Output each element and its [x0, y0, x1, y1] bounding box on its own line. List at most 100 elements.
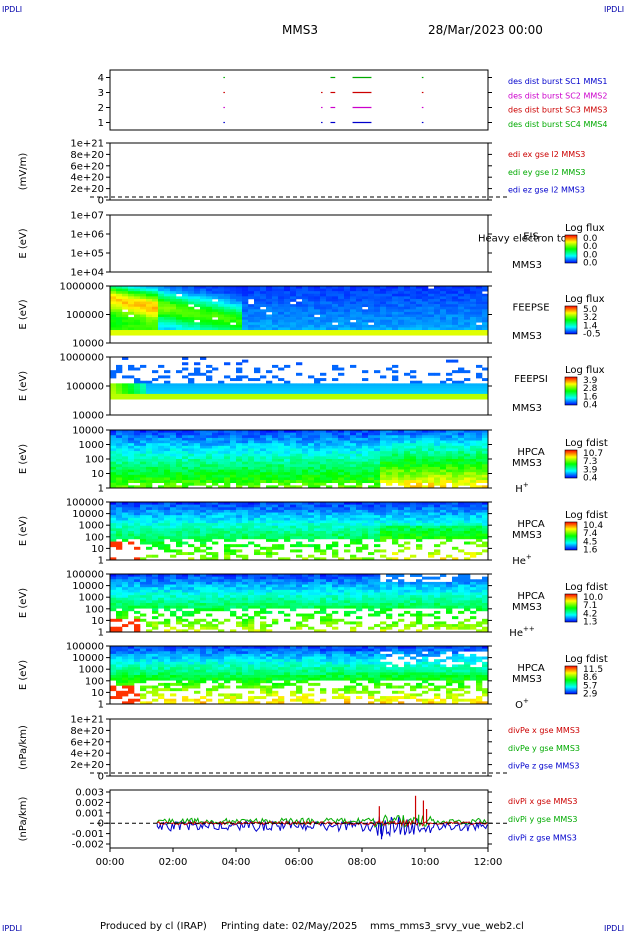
heatmap-cell [368, 600, 374, 603]
heatmap-cell [434, 528, 440, 531]
heatmap-cell [332, 592, 338, 595]
heatmap-cell [230, 389, 236, 392]
heatmap-cell [236, 587, 242, 590]
heatmap-cell [344, 606, 350, 609]
heatmap-cell [140, 443, 146, 446]
heatmap-cell [224, 435, 230, 438]
heatmap-cell [134, 587, 140, 590]
heatmap-cell [362, 320, 368, 323]
heatmap-cell [296, 386, 302, 389]
heatmap-cell [470, 536, 476, 539]
heatmap-cell [164, 309, 170, 312]
heatmap-cell [272, 302, 278, 305]
heatmap-cell [476, 397, 482, 400]
heatmap-cell [188, 373, 194, 376]
heatmap-cell [248, 289, 254, 292]
heatmap-cell [338, 299, 344, 302]
heatmap-cell [296, 480, 302, 483]
heatmap-cell [458, 433, 464, 436]
heatmap-cell [398, 383, 404, 386]
heatmap-cell [206, 526, 212, 529]
heatmap-cell [200, 627, 206, 630]
heatmap-cell [224, 375, 230, 378]
heatmap-cell [476, 394, 482, 397]
heatmap-cell [470, 448, 476, 451]
heatmap-cell [452, 526, 458, 529]
species-label: He+ [512, 553, 532, 567]
heatmap-cell [314, 549, 320, 552]
heatmap-cell [170, 555, 176, 558]
heatmap-cell [194, 606, 200, 609]
heatmap-cell [218, 523, 224, 526]
heatmap-cell [380, 475, 386, 478]
heatmap-cell [368, 320, 374, 323]
heatmap-cell [116, 534, 122, 537]
heatmap-cell [146, 397, 152, 400]
heatmap-cell [122, 291, 128, 294]
heatmap-cell [254, 302, 260, 305]
heatmap-cell [416, 333, 422, 336]
heatmap-cell [140, 542, 146, 545]
heatmap-cell [146, 320, 152, 323]
heatmap-cell [194, 386, 200, 389]
heatmap-cell [386, 389, 392, 392]
heatmap-cell [212, 386, 218, 389]
heatmap-cell [230, 317, 236, 320]
heatmap-cell [224, 362, 230, 365]
heatmap-cell [176, 386, 182, 389]
heatmap-cell [446, 383, 452, 386]
heatmap-cell [122, 304, 128, 307]
heatmap-cell [362, 330, 368, 333]
heatmap-cell [140, 381, 146, 384]
heatmap-cell [308, 526, 314, 529]
heatmap-cell [464, 454, 470, 457]
heatmap-cell [368, 608, 374, 611]
heatmap-cell [338, 510, 344, 513]
heatmap-cell [272, 389, 278, 392]
heatmap-cell [362, 309, 368, 312]
heatmap-cell [350, 312, 356, 315]
heatmap-cell [338, 507, 344, 510]
heatmap-cell [146, 456, 152, 459]
heatmap-cell [326, 614, 332, 617]
heatmap-cell [302, 590, 308, 593]
heatmap-cell [296, 600, 302, 603]
heatmap-cell [416, 443, 422, 446]
heatmap-cell [140, 454, 146, 457]
heatmap-cell [134, 383, 140, 386]
heatmap-cell [362, 294, 368, 297]
heatmap-cell [134, 330, 140, 333]
heatmap-cell [386, 526, 392, 529]
heatmap-cell [116, 507, 122, 510]
heatmap-cell [122, 480, 128, 483]
heatmap-cell [464, 464, 470, 467]
heatmap-cell [140, 299, 146, 302]
heatmap-cell [278, 448, 284, 451]
heatmap-cell [326, 598, 332, 601]
heatmap-cell [470, 534, 476, 537]
heatmap-cell [122, 528, 128, 531]
heatmap-cell [332, 467, 338, 470]
heatmap-cell [266, 438, 272, 441]
heatmap-cell [158, 435, 164, 438]
heatmap-cell [362, 333, 368, 336]
heatmap-cell [194, 528, 200, 531]
heatmap-cell [392, 446, 398, 449]
heatmap-cell [158, 475, 164, 478]
heatmap-cell [464, 528, 470, 531]
heatmap-cell [320, 302, 326, 305]
heatmap-cell [164, 587, 170, 590]
heatmap-cell [230, 585, 236, 588]
heatmap-cell [176, 528, 182, 531]
heatmap-cell [368, 312, 374, 315]
heatmap-cell [416, 520, 422, 523]
heatmap-cell [152, 333, 158, 336]
heatmap-cell [182, 397, 188, 400]
heatmap-cell [164, 467, 170, 470]
heatmap-cell [410, 515, 416, 518]
heatmap-cell [344, 577, 350, 580]
heatmap-cell [446, 510, 452, 513]
heatmap-cell [284, 539, 290, 542]
y-tick-label: 1 [98, 484, 104, 495]
heatmap-cell [242, 627, 248, 630]
